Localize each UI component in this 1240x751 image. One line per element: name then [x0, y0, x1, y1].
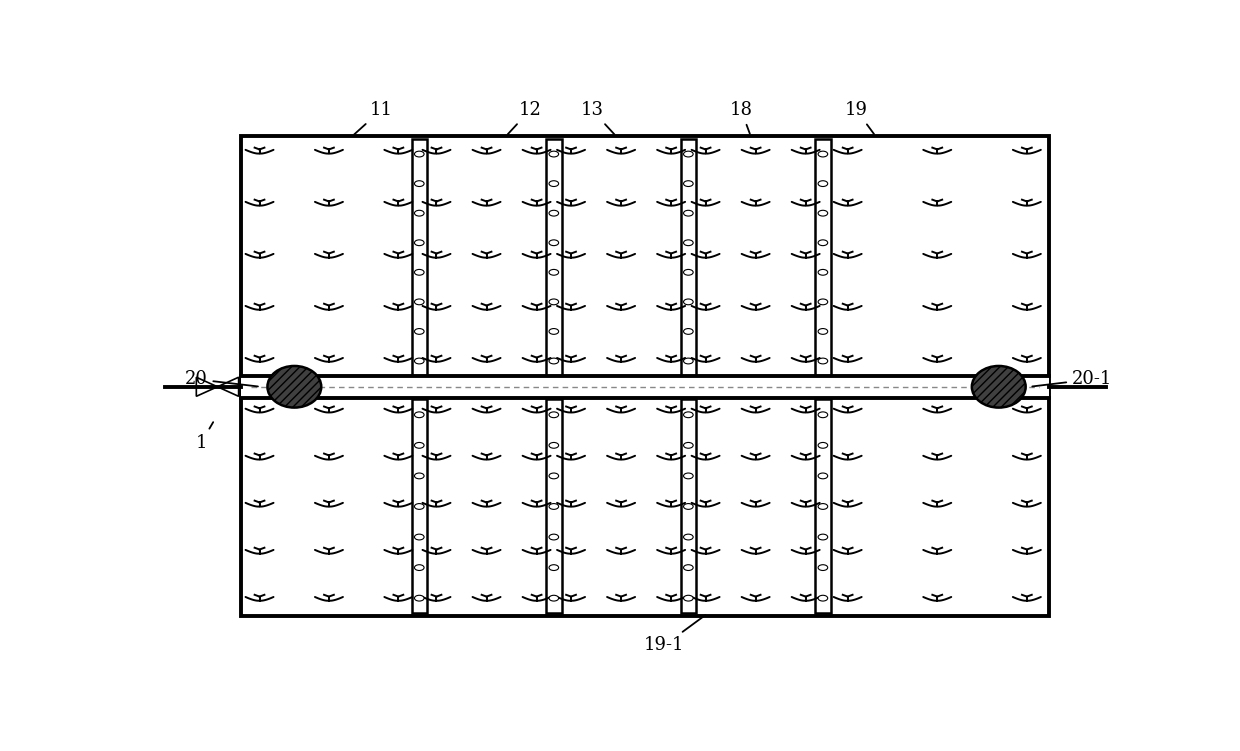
- Circle shape: [414, 240, 424, 246]
- Circle shape: [414, 412, 424, 418]
- Circle shape: [818, 328, 828, 334]
- Circle shape: [683, 473, 693, 479]
- Bar: [681, 139, 696, 376]
- Bar: [815, 400, 831, 614]
- Circle shape: [414, 358, 424, 364]
- Bar: [681, 400, 696, 614]
- Circle shape: [549, 299, 558, 305]
- Circle shape: [818, 151, 828, 157]
- Circle shape: [549, 504, 558, 509]
- Circle shape: [683, 534, 693, 540]
- Bar: [815, 139, 831, 376]
- Circle shape: [818, 504, 828, 509]
- Text: 12: 12: [507, 101, 541, 134]
- Circle shape: [683, 358, 693, 364]
- Circle shape: [818, 565, 828, 571]
- Circle shape: [683, 181, 693, 186]
- Circle shape: [414, 270, 424, 275]
- Circle shape: [683, 270, 693, 275]
- Circle shape: [818, 442, 828, 448]
- Text: 11: 11: [355, 101, 392, 134]
- Circle shape: [549, 596, 558, 601]
- Circle shape: [818, 358, 828, 364]
- Circle shape: [683, 240, 693, 246]
- Circle shape: [549, 328, 558, 334]
- Text: 18: 18: [729, 101, 753, 134]
- Circle shape: [414, 473, 424, 479]
- Circle shape: [414, 442, 424, 448]
- Circle shape: [549, 181, 558, 186]
- Circle shape: [549, 240, 558, 246]
- Circle shape: [818, 596, 828, 601]
- Circle shape: [414, 565, 424, 571]
- Circle shape: [414, 181, 424, 186]
- Circle shape: [818, 210, 828, 216]
- Circle shape: [549, 210, 558, 216]
- Circle shape: [683, 151, 693, 157]
- Circle shape: [683, 328, 693, 334]
- Bar: [546, 400, 562, 614]
- Circle shape: [549, 412, 558, 418]
- Bar: [546, 139, 562, 376]
- Text: 1: 1: [196, 422, 213, 452]
- Circle shape: [414, 151, 424, 157]
- Text: 19: 19: [844, 101, 874, 134]
- Circle shape: [414, 596, 424, 601]
- Circle shape: [549, 442, 558, 448]
- Text: 20: 20: [185, 370, 258, 388]
- Circle shape: [683, 412, 693, 418]
- Circle shape: [683, 442, 693, 448]
- Circle shape: [818, 240, 828, 246]
- Bar: [242, 137, 1049, 617]
- Circle shape: [549, 358, 558, 364]
- Circle shape: [414, 328, 424, 334]
- Bar: [242, 376, 1049, 398]
- Circle shape: [549, 473, 558, 479]
- Bar: [412, 400, 427, 614]
- Circle shape: [683, 299, 693, 305]
- Circle shape: [549, 270, 558, 275]
- Ellipse shape: [268, 366, 321, 408]
- Text: 13: 13: [580, 101, 614, 134]
- Text: 19-1: 19-1: [644, 615, 706, 654]
- Text: 20-1: 20-1: [1032, 370, 1112, 388]
- Circle shape: [549, 534, 558, 540]
- Circle shape: [818, 299, 828, 305]
- Circle shape: [683, 504, 693, 509]
- Circle shape: [818, 181, 828, 186]
- Circle shape: [414, 210, 424, 216]
- Circle shape: [549, 565, 558, 571]
- Circle shape: [818, 473, 828, 479]
- Circle shape: [818, 534, 828, 540]
- Circle shape: [818, 270, 828, 275]
- Circle shape: [414, 534, 424, 540]
- Circle shape: [414, 299, 424, 305]
- Circle shape: [414, 504, 424, 509]
- Circle shape: [683, 565, 693, 571]
- Circle shape: [683, 596, 693, 601]
- Circle shape: [818, 412, 828, 418]
- Bar: [412, 139, 427, 376]
- Ellipse shape: [972, 366, 1025, 408]
- Circle shape: [549, 151, 558, 157]
- Circle shape: [683, 210, 693, 216]
